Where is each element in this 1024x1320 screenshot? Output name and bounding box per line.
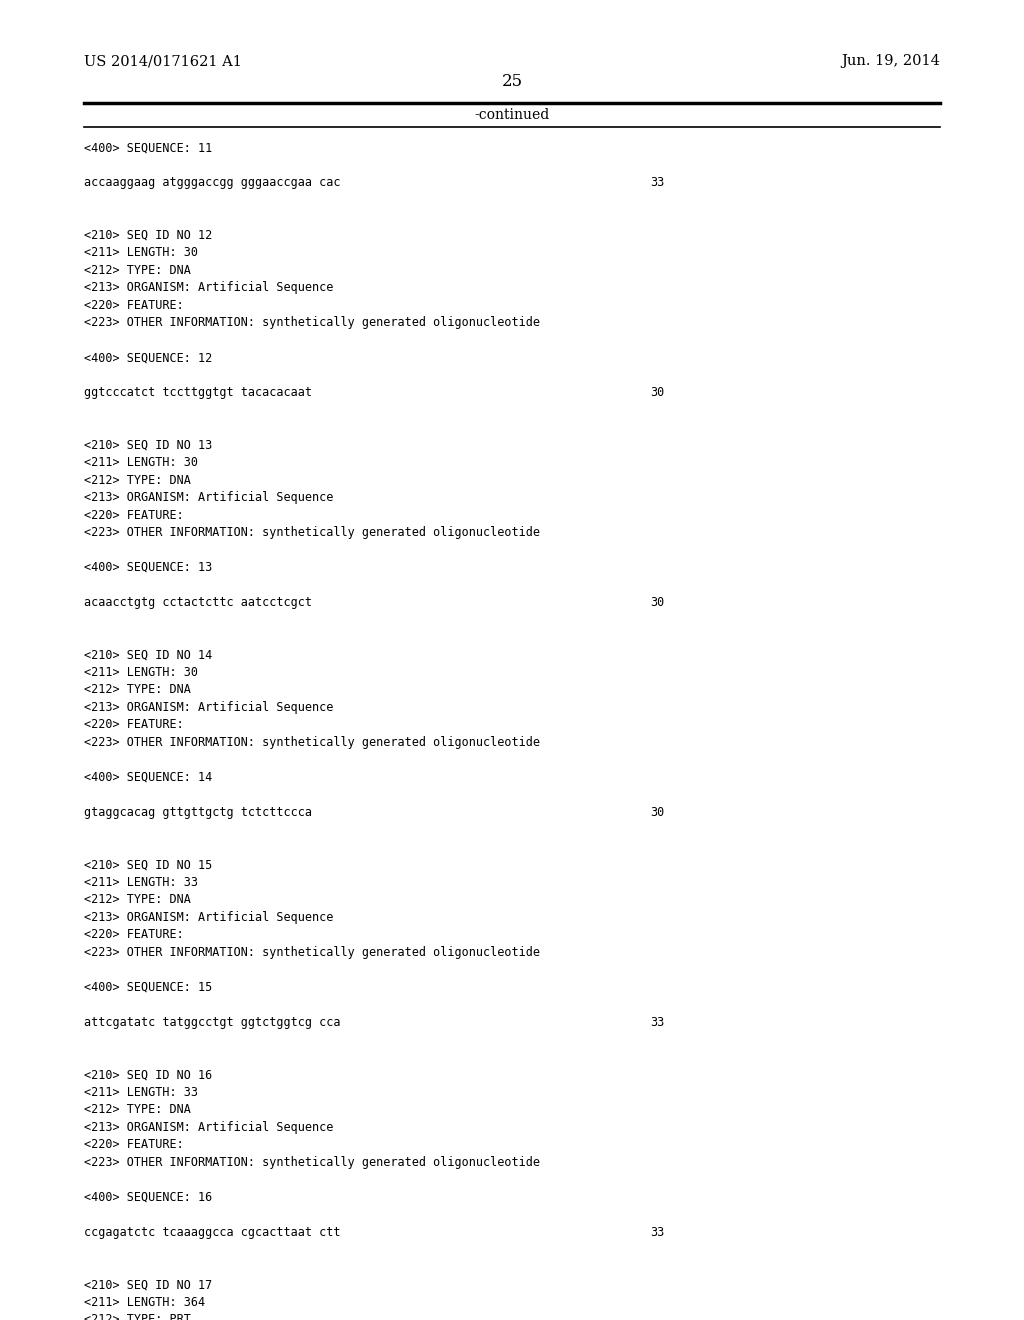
Text: 33: 33 bbox=[650, 1015, 665, 1028]
Text: <400> SEQUENCE: 11: <400> SEQUENCE: 11 bbox=[84, 141, 212, 154]
Text: <220> FEATURE:: <220> FEATURE: bbox=[84, 718, 183, 731]
Text: <223> OTHER INFORMATION: synthetically generated oligonucleotide: <223> OTHER INFORMATION: synthetically g… bbox=[84, 1155, 540, 1168]
Text: <213> ORGANISM: Artificial Sequence: <213> ORGANISM: Artificial Sequence bbox=[84, 491, 334, 504]
Text: <213> ORGANISM: Artificial Sequence: <213> ORGANISM: Artificial Sequence bbox=[84, 701, 334, 714]
Text: <210> SEQ ID NO 17: <210> SEQ ID NO 17 bbox=[84, 1278, 212, 1291]
Text: 30: 30 bbox=[650, 805, 665, 818]
Text: <220> FEATURE:: <220> FEATURE: bbox=[84, 928, 183, 941]
Text: <211> LENGTH: 30: <211> LENGTH: 30 bbox=[84, 246, 198, 259]
Text: <211> LENGTH: 30: <211> LENGTH: 30 bbox=[84, 455, 198, 469]
Text: <223> OTHER INFORMATION: synthetically generated oligonucleotide: <223> OTHER INFORMATION: synthetically g… bbox=[84, 735, 540, 748]
Text: <210> SEQ ID NO 15: <210> SEQ ID NO 15 bbox=[84, 858, 212, 871]
Text: <212> TYPE: DNA: <212> TYPE: DNA bbox=[84, 894, 190, 907]
Text: <213> ORGANISM: Artificial Sequence: <213> ORGANISM: Artificial Sequence bbox=[84, 1121, 334, 1134]
Text: <210> SEQ ID NO 12: <210> SEQ ID NO 12 bbox=[84, 228, 212, 242]
Text: <211> LENGTH: 364: <211> LENGTH: 364 bbox=[84, 1295, 205, 1308]
Text: ggtcccatct tccttggtgt tacacacaat: ggtcccatct tccttggtgt tacacacaat bbox=[84, 385, 312, 399]
Text: Jun. 19, 2014: Jun. 19, 2014 bbox=[841, 54, 940, 69]
Text: 30: 30 bbox=[650, 595, 665, 609]
Text: gtaggcacag gttgttgctg tctcttccca: gtaggcacag gttgttgctg tctcttccca bbox=[84, 805, 312, 818]
Text: <213> ORGANISM: Artificial Sequence: <213> ORGANISM: Artificial Sequence bbox=[84, 911, 334, 924]
Text: <400> SEQUENCE: 16: <400> SEQUENCE: 16 bbox=[84, 1191, 212, 1204]
Text: <210> SEQ ID NO 16: <210> SEQ ID NO 16 bbox=[84, 1068, 212, 1081]
Text: <220> FEATURE:: <220> FEATURE: bbox=[84, 1138, 183, 1151]
Text: <211> LENGTH: 33: <211> LENGTH: 33 bbox=[84, 875, 198, 888]
Text: 30: 30 bbox=[650, 385, 665, 399]
Text: <212> TYPE: DNA: <212> TYPE: DNA bbox=[84, 684, 190, 697]
Text: <400> SEQUENCE: 14: <400> SEQUENCE: 14 bbox=[84, 771, 212, 784]
Text: US 2014/0171621 A1: US 2014/0171621 A1 bbox=[84, 54, 242, 69]
Text: <223> OTHER INFORMATION: synthetically generated oligonucleotide: <223> OTHER INFORMATION: synthetically g… bbox=[84, 525, 540, 539]
Text: <211> LENGTH: 33: <211> LENGTH: 33 bbox=[84, 1085, 198, 1098]
Text: <212> TYPE: DNA: <212> TYPE: DNA bbox=[84, 1104, 190, 1117]
Text: <212> TYPE: DNA: <212> TYPE: DNA bbox=[84, 474, 190, 487]
Text: 25: 25 bbox=[502, 74, 522, 90]
Text: <223> OTHER INFORMATION: synthetically generated oligonucleotide: <223> OTHER INFORMATION: synthetically g… bbox=[84, 945, 540, 958]
Text: <400> SEQUENCE: 12: <400> SEQUENCE: 12 bbox=[84, 351, 212, 364]
Text: <212> TYPE: DNA: <212> TYPE: DNA bbox=[84, 264, 190, 277]
Text: 33: 33 bbox=[650, 177, 665, 189]
Text: ccgagatctc tcaaaggcca cgcacttaat ctt: ccgagatctc tcaaaggcca cgcacttaat ctt bbox=[84, 1225, 340, 1238]
Text: <212> TYPE: PRT: <212> TYPE: PRT bbox=[84, 1313, 190, 1320]
Text: attcgatatc tatggcctgt ggtctggtcg cca: attcgatatc tatggcctgt ggtctggtcg cca bbox=[84, 1015, 340, 1028]
Text: <210> SEQ ID NO 14: <210> SEQ ID NO 14 bbox=[84, 648, 212, 661]
Text: <210> SEQ ID NO 13: <210> SEQ ID NO 13 bbox=[84, 438, 212, 451]
Text: <400> SEQUENCE: 13: <400> SEQUENCE: 13 bbox=[84, 561, 212, 574]
Text: 33: 33 bbox=[650, 1225, 665, 1238]
Text: <220> FEATURE:: <220> FEATURE: bbox=[84, 298, 183, 312]
Text: <223> OTHER INFORMATION: synthetically generated oligonucleotide: <223> OTHER INFORMATION: synthetically g… bbox=[84, 315, 540, 329]
Text: -continued: -continued bbox=[474, 108, 550, 121]
Text: <211> LENGTH: 30: <211> LENGTH: 30 bbox=[84, 665, 198, 678]
Text: acaacctgtg cctactcttc aatcctcgct: acaacctgtg cctactcttc aatcctcgct bbox=[84, 595, 312, 609]
Text: <213> ORGANISM: Artificial Sequence: <213> ORGANISM: Artificial Sequence bbox=[84, 281, 334, 294]
Text: <220> FEATURE:: <220> FEATURE: bbox=[84, 508, 183, 521]
Text: accaaggaag atgggaccgg gggaaccgaa cac: accaaggaag atgggaccgg gggaaccgaa cac bbox=[84, 177, 340, 189]
Text: <400> SEQUENCE: 15: <400> SEQUENCE: 15 bbox=[84, 981, 212, 994]
